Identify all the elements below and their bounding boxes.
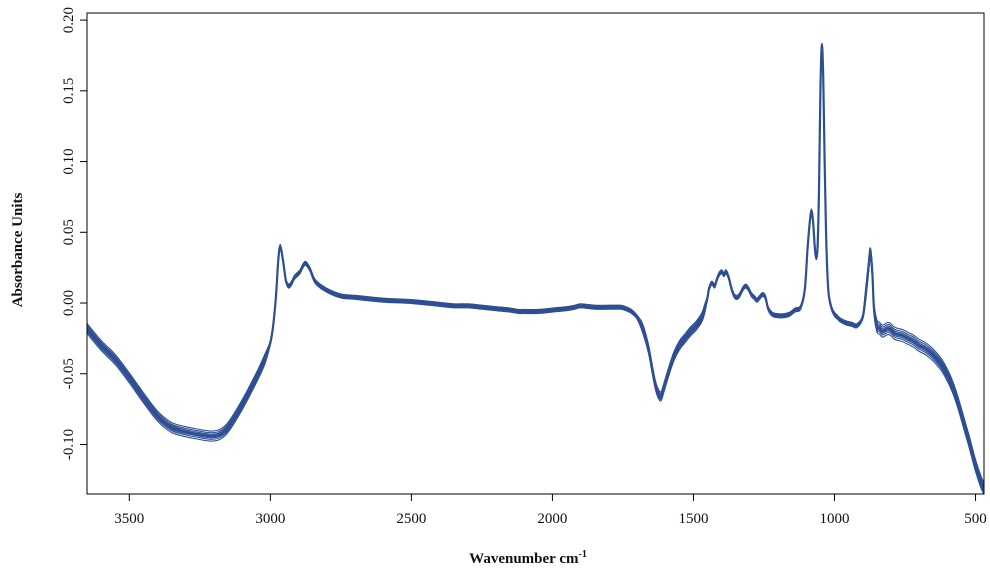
spectrum-line	[87, 45, 984, 491]
y-tick-label: 0.20	[61, 7, 77, 33]
x-tick-label: 3000	[255, 511, 285, 527]
x-tick-label: 1000	[820, 511, 850, 527]
spectrum-line	[87, 44, 984, 489]
y-tick-label: 0.00	[61, 290, 77, 316]
x-axis-title-superscript: -1	[578, 549, 586, 560]
y-tick-label: -0.05	[61, 358, 77, 389]
spectra-layer	[87, 42, 984, 494]
x-axis-title-text: Wavenumber cm	[469, 551, 579, 567]
spectrum-line	[87, 45, 984, 490]
spectrum-line	[87, 42, 984, 483]
spectrum-line	[87, 43, 984, 485]
spectrum-line	[87, 46, 984, 493]
y-tick-label: 0.10	[61, 148, 77, 174]
spectrum-line	[87, 46, 984, 494]
y-axis-title: Absorbance Units	[10, 193, 26, 308]
y-tick-label: 0.05	[61, 219, 77, 245]
x-axis-title: Wavenumber cm-1	[469, 549, 587, 567]
x-tick-label: 2000	[537, 511, 567, 527]
x-tick-label: 1500	[678, 511, 708, 527]
x-tick-label: 2500	[396, 511, 426, 527]
x-axis-ticks: 3500 3000 2500 2000 1500 1000 500	[114, 494, 987, 527]
y-tick-label: -0.10	[61, 429, 77, 460]
y-axis-ticks: -0.10 -0.05 0.00 0.05 0.10 0.15 0.20	[61, 7, 87, 460]
spectrum-line	[87, 44, 984, 488]
plot-frame	[86, 12, 985, 495]
x-tick-label: 3500	[114, 511, 144, 527]
y-tick-label: 0.15	[61, 78, 77, 104]
x-tick-label: 500	[964, 511, 987, 527]
spectrum-line	[87, 44, 984, 487]
